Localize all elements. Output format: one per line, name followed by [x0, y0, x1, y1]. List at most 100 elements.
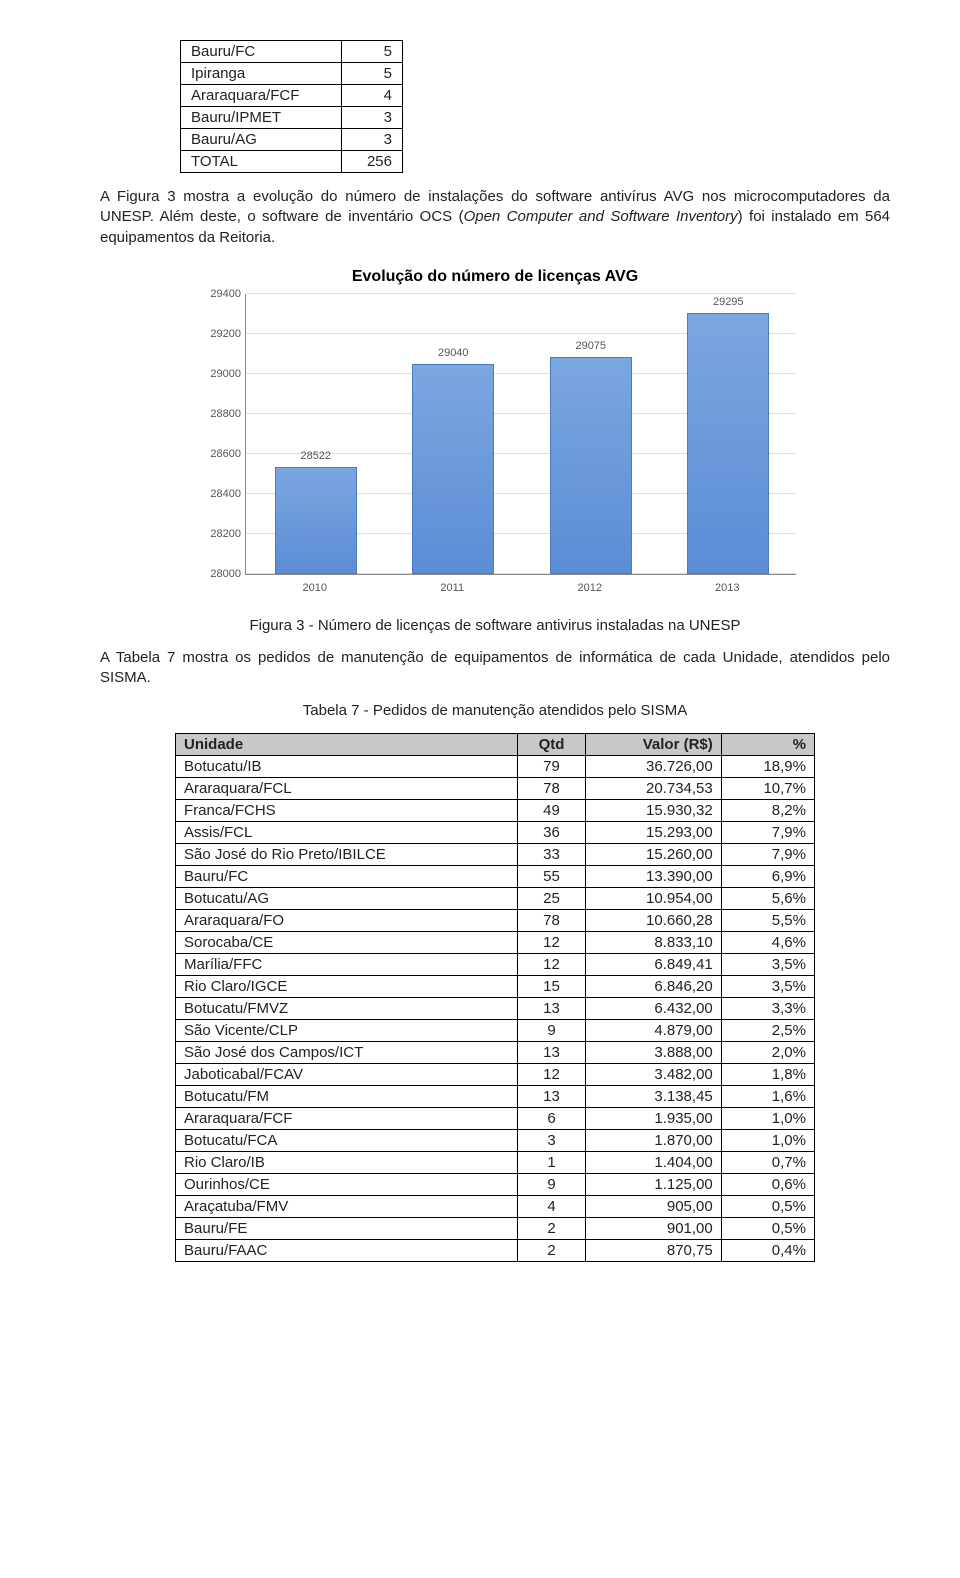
table-cell: 8,2% — [721, 800, 814, 822]
table-cell: São José dos Campos/ICT — [176, 1042, 518, 1064]
table-cell: 3 — [342, 129, 403, 151]
table-cell: 1,0% — [721, 1108, 814, 1130]
y-axis-tick: 28600 — [196, 448, 241, 460]
bar-chart: 2800028200284002860028800290002920029400… — [245, 294, 796, 575]
table-cell: 78 — [518, 778, 585, 800]
table-cell: Botucatu/FMVZ — [176, 998, 518, 1020]
table-cell: 4 — [518, 1196, 585, 1218]
x-axis-tick: 2010 — [275, 582, 355, 594]
chart-title: Evolução do número de licenças AVG — [195, 268, 795, 286]
bar-value-label: 29040 — [413, 347, 493, 359]
paragraph-1: A Figura 3 mostra a evolução do número d… — [100, 187, 890, 248]
table-cell: 0,5% — [721, 1196, 814, 1218]
y-axis-tick: 28800 — [196, 408, 241, 420]
table-cell: Araraquara/FO — [176, 910, 518, 932]
table-cell: 10.660,28 — [585, 910, 721, 932]
table-cell: 36.726,00 — [585, 756, 721, 778]
chart-bar: 29075 — [550, 357, 632, 574]
table-cell: Rio Claro/IGCE — [176, 976, 518, 998]
table-cell: 256 — [342, 151, 403, 173]
table-cell: 55 — [518, 866, 585, 888]
table-cell: Assis/FCL — [176, 822, 518, 844]
table-header: Qtd — [518, 734, 585, 756]
table-cell: 6.846,20 — [585, 976, 721, 998]
table-cell: Jaboticabal/FCAV — [176, 1064, 518, 1086]
table-cell: 5,5% — [721, 910, 814, 932]
table-cell: 36 — [518, 822, 585, 844]
table-cell: Bauru/FE — [176, 1218, 518, 1240]
table-cell: 3,3% — [721, 998, 814, 1020]
table-cell: 0,6% — [721, 1174, 814, 1196]
table-cell: 3 — [518, 1130, 585, 1152]
table-cell: 15.260,00 — [585, 844, 721, 866]
table-cell: Araçatuba/FMV — [176, 1196, 518, 1218]
table-cell: 3 — [342, 107, 403, 129]
table-cell: 7,9% — [721, 844, 814, 866]
table-cell: 0,7% — [721, 1152, 814, 1174]
table-cell: Marília/FFC — [176, 954, 518, 976]
table-cell: 9 — [518, 1174, 585, 1196]
table-cell: 3.482,00 — [585, 1064, 721, 1086]
table-cell: 3,5% — [721, 976, 814, 998]
paragraph-1-italic: Open Computer and Software Inventory — [464, 208, 738, 225]
chart-bar: 29040 — [412, 364, 494, 574]
table-cell: Rio Claro/IB — [176, 1152, 518, 1174]
table-cell: 3.138,45 — [585, 1086, 721, 1108]
table-cell: 1 — [518, 1152, 585, 1174]
table-cell: 1.935,00 — [585, 1108, 721, 1130]
table-cell: 7,9% — [721, 822, 814, 844]
y-axis-tick: 29000 — [196, 368, 241, 380]
bar-value-label: 28522 — [276, 450, 356, 462]
table-cell: 13 — [518, 1086, 585, 1108]
table-cell: 870,75 — [585, 1240, 721, 1262]
table-cell: 4.879,00 — [585, 1020, 721, 1042]
table-cell: Franca/FCHS — [176, 800, 518, 822]
table-cell: Bauru/FC — [181, 41, 342, 63]
table-cell: TOTAL — [181, 151, 342, 173]
chart-bar: 28522 — [275, 467, 357, 573]
table-cell: 78 — [518, 910, 585, 932]
bar-value-label: 29295 — [688, 296, 768, 308]
table-cell: Araraquara/FCF — [176, 1108, 518, 1130]
table-cell: 6.849,41 — [585, 954, 721, 976]
table-cell: 1,6% — [721, 1086, 814, 1108]
table-cell: 2,0% — [721, 1042, 814, 1064]
table-header: Valor (R$) — [585, 734, 721, 756]
table-cell: Bauru/AG — [181, 129, 342, 151]
table-cell: 15.930,32 — [585, 800, 721, 822]
table-cell: 4 — [342, 85, 403, 107]
table-cell: 13.390,00 — [585, 866, 721, 888]
table-cell: São Vicente/CLP — [176, 1020, 518, 1042]
table-header: % — [721, 734, 814, 756]
table-cell: 4,6% — [721, 932, 814, 954]
table-cell: Botucatu/IB — [176, 756, 518, 778]
table-cell: Araraquara/FCF — [181, 85, 342, 107]
table-cell: 13 — [518, 998, 585, 1020]
table-cell: 25 — [518, 888, 585, 910]
table-cell: 6,9% — [721, 866, 814, 888]
table-cell: 33 — [518, 844, 585, 866]
table-cell: 10,7% — [721, 778, 814, 800]
table-cell: Ipiranga — [181, 63, 342, 85]
table-cell: 2,5% — [721, 1020, 814, 1042]
table-cell: 0,5% — [721, 1218, 814, 1240]
table-cell: Bauru/FAAC — [176, 1240, 518, 1262]
table-caption: Tabela 7 - Pedidos de manutenção atendid… — [100, 702, 890, 719]
table-cell: 5 — [342, 41, 403, 63]
x-axis-tick: 2012 — [550, 582, 630, 594]
table-cell: 6 — [518, 1108, 585, 1130]
x-axis-tick: 2013 — [687, 582, 767, 594]
table-cell: 0,4% — [721, 1240, 814, 1262]
figure-caption: Figura 3 - Número de licenças de softwar… — [100, 617, 890, 634]
table-cell: 18,9% — [721, 756, 814, 778]
table-cell: São José do Rio Preto/IBILCE — [176, 844, 518, 866]
table-cell: Botucatu/FM — [176, 1086, 518, 1108]
y-axis-tick: 28400 — [196, 488, 241, 500]
y-axis-tick: 29400 — [196, 288, 241, 300]
chart-container: Evolução do número de licenças AVG 28000… — [195, 268, 795, 599]
table-cell: 5,6% — [721, 888, 814, 910]
table-cell: 12 — [518, 932, 585, 954]
table-cell: 15.293,00 — [585, 822, 721, 844]
table-cell: 8.833,10 — [585, 932, 721, 954]
table-cell: 3,5% — [721, 954, 814, 976]
